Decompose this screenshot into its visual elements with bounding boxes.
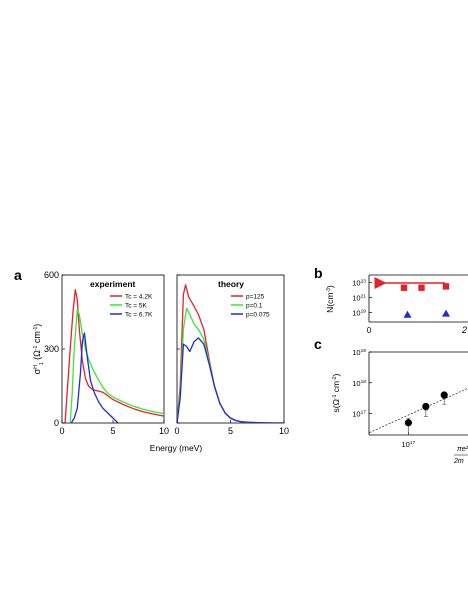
panel-c-x-tick-0: 1017 <box>402 440 416 449</box>
panel-b-point-1-0 <box>403 310 412 318</box>
theory-legend-label-1: p=0.1 <box>246 303 263 310</box>
theory-legend-label-0: p=125 <box>246 294 265 301</box>
experiment-plot: experiment 0 5 10 0 300 600 Tc = 4.2K Tc = 5K T… <box>32 270 202 453</box>
experiment-x-tick-1: 5 <box>110 426 115 436</box>
panel-c-point-0 <box>404 419 412 427</box>
experiment-series-1 <box>69 308 164 423</box>
experiment-legend-label-2: Tc = 6.7K <box>125 312 153 319</box>
panel-b-y-tick-0: 1023 <box>352 279 366 288</box>
experiment-title: experiment <box>90 279 136 289</box>
panel-c-fit-line <box>369 387 468 434</box>
theory-series-0 <box>177 284 284 423</box>
svg-text:πe²: πe² <box>457 446 468 453</box>
panel-b-y-tick-2: 1019 <box>352 309 366 318</box>
theory-plot: theory 0 5 10 p=125 p=0.1 p=0.075 <box>174 274 289 436</box>
panel-b-plot: 1023 1021 1019 0 2 N(cm-3) <box>325 274 468 335</box>
theory-x-tick-2: 10 <box>279 426 289 436</box>
experiment-x-tick-0: 0 <box>59 426 64 436</box>
experiment-legend-label-1: Tc = 5K <box>125 303 148 310</box>
panel-b-point-0-1 <box>418 284 425 291</box>
panel-c-y-tick-2: 1017 <box>352 410 366 419</box>
experiment-y-tick-1: 300 <box>44 344 59 354</box>
panel-c-y-tick-0: 1019 <box>352 348 366 357</box>
panel-b-point-0-0 <box>400 284 408 291</box>
experiment-x-tick-2: 10 <box>159 426 169 436</box>
experiment-y-axis-label: σH1 (Ω-1 cm-1) <box>32 324 45 375</box>
theory-series-1 <box>177 307 284 423</box>
panel-c-plot: 1019 1018 1017 1017 s(Ω-1 cm-2) πe² 2m <box>331 348 468 465</box>
panel-c-y-axis-label: s(Ω-1 cm-2) <box>331 373 341 412</box>
experiment-x-axis-label: Energy (meV) <box>150 443 203 453</box>
panel-b-y-axis-label: N(cm-3) <box>325 285 335 313</box>
panel-b-point-0-2 <box>442 283 450 290</box>
theory-x-tick-1: 5 <box>228 426 233 436</box>
experiment-series-0 <box>64 289 164 423</box>
panel-label-c: c <box>314 336 322 352</box>
panel-b-x-tick-clipped: 2 <box>461 325 467 335</box>
theory-legend-label-2: p=0.075 <box>246 312 270 319</box>
theory-title: theory <box>218 279 244 289</box>
panel-c-y-tick-1: 1018 <box>352 379 366 388</box>
panel-label-a: a <box>14 267 22 283</box>
experiment-y-tick-2: 600 <box>44 270 59 280</box>
panel-c-x-annotation: πe² 2m <box>453 446 468 465</box>
panel-c-point-2 <box>440 391 448 399</box>
theory-series-2 <box>177 337 284 423</box>
panel-b-y-tick-1: 1021 <box>352 294 366 303</box>
panel-b-x-tick-0: 0 <box>367 326 372 335</box>
experiment-series-2 <box>70 332 119 423</box>
svg-text:2m: 2m <box>453 458 464 465</box>
panel-b-point-1-1 <box>442 309 450 317</box>
panel-c-point-1 <box>422 402 430 411</box>
experiment-legend-label-0: Tc = 4.2K <box>125 294 153 301</box>
panel-label-b: b <box>314 265 323 281</box>
theory-plot-frame <box>176 274 285 424</box>
experiment-y-tick-0: 0 <box>54 418 59 428</box>
theory-x-tick-0: 0 <box>174 426 179 436</box>
